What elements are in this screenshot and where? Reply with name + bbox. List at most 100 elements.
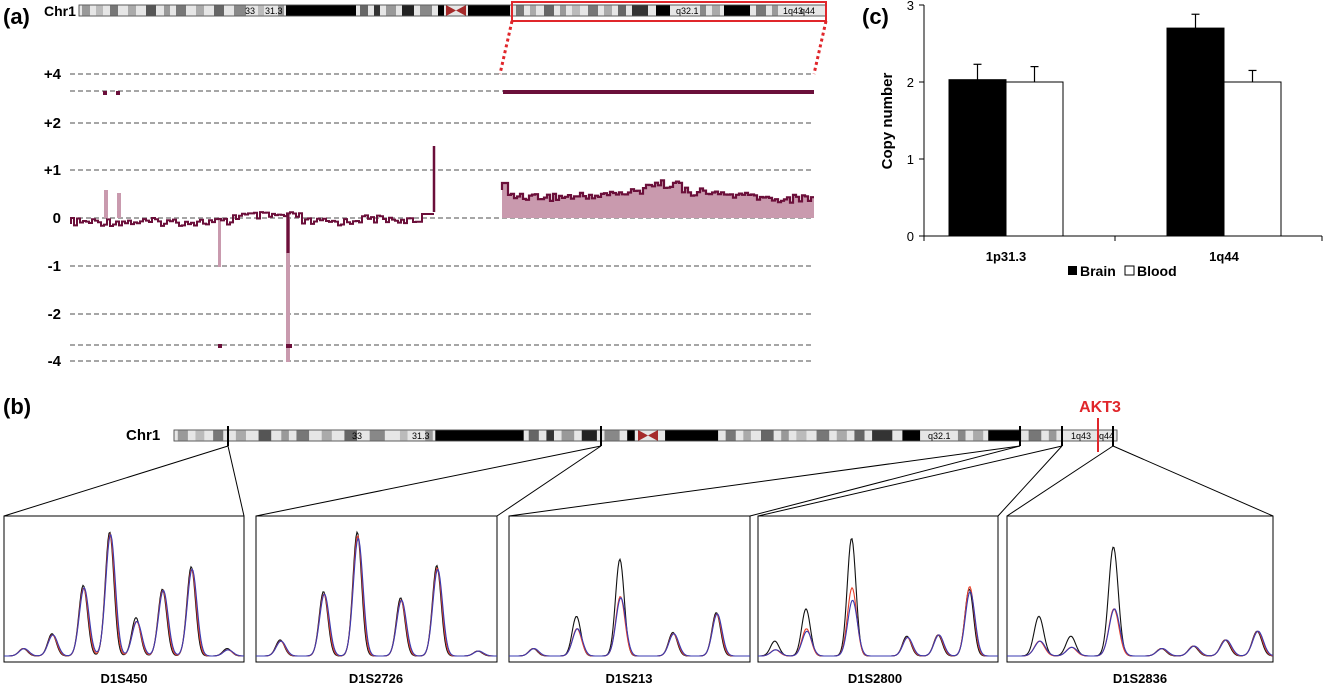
ideogram-band xyxy=(988,430,1022,441)
ideogram-band xyxy=(712,5,720,16)
chromosome-ideogram-b xyxy=(173,429,1118,442)
trace-control xyxy=(256,536,497,657)
ideogram-band xyxy=(656,5,670,16)
ideogram-band xyxy=(214,5,224,16)
legend-label-blood: Blood xyxy=(1137,263,1177,279)
band-label-b-q32-1: q32.1 xyxy=(928,431,951,441)
legend: Brain Blood xyxy=(1068,263,1177,279)
chr-label-a: Chr1 xyxy=(44,3,76,19)
panel-label-b: (b) xyxy=(3,394,31,419)
ideogram-band xyxy=(177,430,188,441)
ideogram-band xyxy=(234,5,246,16)
ideogram-band xyxy=(854,430,865,441)
ideogram-band xyxy=(700,5,706,16)
ideogram-band xyxy=(872,430,893,441)
bar-brain-0 xyxy=(948,79,1007,237)
ideogram-band xyxy=(772,5,778,16)
category-label-1p31-3: 1p31.3 xyxy=(986,249,1026,264)
ideogram-band xyxy=(530,5,536,16)
y-tick-label: 3 xyxy=(907,0,914,13)
ideogram-band xyxy=(344,430,358,441)
ideogram-band xyxy=(816,430,830,441)
ideogram-band xyxy=(235,430,246,441)
ideogram-band xyxy=(281,430,289,441)
trace-control xyxy=(4,534,245,657)
centromere-left xyxy=(446,5,456,16)
ideogram-band xyxy=(1048,430,1057,441)
ideogram-band xyxy=(516,5,524,16)
level-label-0: 0 xyxy=(53,210,61,227)
panel-a: (a) Chr1 33 31.3 q32.1 1q43 q44 +4 +2 +1… xyxy=(3,1,828,370)
ideogram-band xyxy=(374,5,380,16)
electropherograms xyxy=(3,515,1274,663)
ideogram-band xyxy=(164,5,170,16)
ideogram-band xyxy=(360,5,368,16)
trace-control xyxy=(1007,608,1274,657)
legend-label-brain: Brain xyxy=(1080,263,1116,279)
ideogram-band xyxy=(128,5,136,16)
electropherogram-frame xyxy=(1006,515,1274,663)
marker-label-d1s450: D1S450 xyxy=(101,671,148,686)
level-label-minus4: -4 xyxy=(48,353,62,370)
ideogram-band xyxy=(725,430,736,441)
ideogram-band xyxy=(110,5,118,16)
trace-control xyxy=(509,596,750,657)
electropherogram-frame xyxy=(757,515,999,663)
band-label-a-q32-1: q32.1 xyxy=(676,6,699,16)
chromosome-ideogram-a xyxy=(78,4,827,17)
ideogram-band xyxy=(82,5,90,16)
centromere-right xyxy=(456,5,466,16)
ideogram-band xyxy=(761,430,774,441)
ideogram-band xyxy=(588,5,598,16)
ideogram-band xyxy=(438,5,444,16)
band-label-a-q44: q44 xyxy=(800,6,815,16)
ideogram-band xyxy=(756,5,766,16)
cnv-signal xyxy=(70,90,814,348)
ideogram-band xyxy=(278,5,284,16)
ideogram-band xyxy=(258,430,272,441)
electropherogram-frame xyxy=(508,515,751,663)
ideogram-band xyxy=(796,430,807,441)
level-label-plus1: +1 xyxy=(44,162,61,179)
zoom-highlight-box xyxy=(511,1,827,22)
band-label-b-31-3: 31.3 xyxy=(412,431,430,441)
ideogram-band xyxy=(1028,430,1042,441)
ideogram-band xyxy=(632,5,648,16)
ideogram-band xyxy=(196,5,204,16)
ideogram-outline xyxy=(173,429,1118,442)
ideogram-band xyxy=(321,430,332,441)
ideogram-band xyxy=(572,5,580,16)
ideogram-band xyxy=(902,430,921,441)
marker-label-d1s213: D1S213 xyxy=(606,671,653,686)
ideogram-band xyxy=(425,430,433,441)
level-lines xyxy=(70,73,814,362)
ideogram-band xyxy=(546,430,554,441)
marker-label-d1s2726: D1S2726 xyxy=(349,671,403,686)
zoom-line-left xyxy=(498,20,514,75)
cnv-light-bars xyxy=(104,180,814,362)
ideogram-band xyxy=(176,5,186,16)
y-tick-label: 0 xyxy=(907,229,914,244)
marker-label-d1s2836: D1S2836 xyxy=(1113,671,1167,686)
ideogram-band xyxy=(618,5,626,16)
ideogram-band xyxy=(296,430,310,441)
ideogram-band xyxy=(581,430,597,441)
y-axis-title: Copy number xyxy=(879,73,896,170)
chr-label-b: Chr1 xyxy=(126,427,160,444)
ideogram-band xyxy=(146,5,156,16)
legend-swatch-brain xyxy=(1068,266,1077,275)
ideogram-band xyxy=(604,5,612,16)
panel-b: (b) Chr1 33 31.3 q32.1 1q43 q44 AKT3 xyxy=(3,394,1274,686)
y-tick-label: 2 xyxy=(907,75,914,90)
ideogram-band xyxy=(402,5,414,16)
ideogram-band xyxy=(836,430,847,441)
centromere-left xyxy=(638,430,648,441)
ideogram-band xyxy=(468,5,510,16)
ideogram-band xyxy=(957,430,966,441)
ideogram-band xyxy=(781,430,789,441)
bar-blood-0 xyxy=(1005,81,1064,237)
band-label-b-q44: q44 xyxy=(1099,431,1114,441)
zoom-line-right xyxy=(812,20,828,75)
ideogram-band xyxy=(544,5,554,16)
